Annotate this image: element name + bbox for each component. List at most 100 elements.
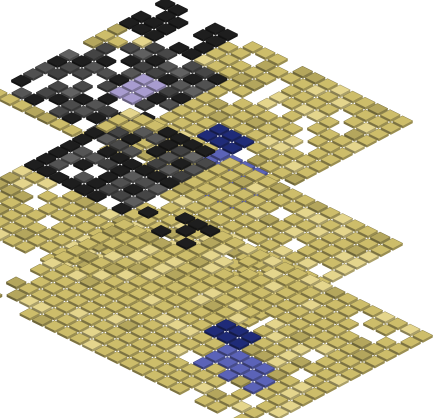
tile-gold-edge: [269, 153, 280, 161]
tile-gold-edge: [190, 299, 201, 307]
tile-gold-edge: [88, 256, 99, 264]
tile-gold-edge: [72, 208, 83, 216]
tile-gold-edge: [47, 117, 58, 125]
tile-gold-edge: [305, 77, 316, 85]
tile-gold-edge: [139, 306, 150, 314]
tile-gold-edge: [288, 286, 299, 294]
tile-navy-edge: [231, 134, 242, 143]
tile-gold-edge: [351, 342, 362, 350]
tile-gold-edge: [56, 306, 67, 315]
tile-gold-edge: [321, 237, 332, 245]
tile-black-edge: [143, 22, 154, 30]
tile-gold-edge: [210, 242, 221, 250]
tile-gold-edge: [237, 305, 248, 313]
tile-gold-edge: [264, 298, 275, 307]
tile-gray-edge: [95, 47, 106, 56]
tile-gold-edge: [358, 256, 369, 264]
tile-gold-edge: [31, 294, 42, 302]
tile-gold-edge: [200, 286, 211, 295]
tile-gold-edge: [319, 256, 330, 264]
tile-gold-edge: [114, 224, 125, 232]
tile-gold-edge: [180, 343, 191, 351]
tile-gold-edge: [41, 306, 52, 315]
tile-gold-edge: [294, 231, 305, 239]
tile-gold-edge: [422, 335, 433, 343]
tile-gold-edge: [219, 84, 230, 92]
tile-black-edge: [169, 47, 180, 55]
tile-gold-edge: [64, 268, 75, 277]
tile-gray-edge: [85, 104, 96, 112]
tile-gray-edge: [132, 176, 143, 184]
tile-gold-edge: [259, 153, 270, 161]
tile-gold-edge: [309, 256, 320, 264]
tile-gold-edge: [22, 183, 33, 191]
tile-gold-edge: [106, 125, 117, 134]
tile-gold-edge: [164, 249, 175, 257]
tile-gold-edge: [318, 231, 329, 239]
tile-gold-edge: [54, 269, 65, 277]
tile-gold-edge: [48, 208, 59, 216]
tile-gold-edge: [282, 172, 293, 180]
tile-gold: [0, 179, 9, 189]
tile-black-edge: [57, 60, 68, 69]
tile-gray-edge: [83, 176, 94, 184]
tile-black-edge: [34, 98, 45, 107]
tile-gold-edge: [124, 224, 135, 232]
tile-gray-edge: [106, 72, 117, 81]
tile-gold-edge: [336, 317, 347, 325]
tile-gold-edge: [168, 350, 179, 358]
tile-gold-edge: [288, 342, 299, 351]
tile-gold-edge: [270, 122, 281, 130]
tile-gold-edge: [302, 71, 313, 79]
tile-gray-edge: [95, 157, 106, 165]
tile-gray-edge: [156, 163, 167, 171]
tile-gold-edge: [376, 354, 387, 362]
tile-gold-edge: [289, 311, 300, 319]
tile-gold-edge: [143, 337, 154, 345]
tile-gold: [0, 88, 8, 97]
tile-gold-edge: [155, 343, 166, 352]
tile-gold-edge: [387, 323, 398, 331]
tile-gold-edge: [124, 214, 135, 222]
tile-gold-edge: [165, 343, 176, 352]
tile-black-edge: [215, 27, 226, 36]
tile-gold-edge: [264, 311, 275, 319]
tile-gold-edge: [91, 262, 102, 270]
tile-gold-edge: [282, 193, 293, 202]
tile-gold-edge: [274, 311, 285, 319]
tile-gold-edge: [225, 242, 236, 250]
tile-gold-edge: [62, 195, 73, 203]
tile-gold-edge: [211, 267, 222, 276]
tile-gold-edge: [154, 375, 165, 383]
tile-gold-edge: [276, 292, 287, 300]
tile-gold-edge: [376, 342, 387, 350]
tile-gold-edge: [264, 355, 275, 363]
tile-gold-edge: [332, 275, 343, 283]
tile-gold-edge: [78, 300, 89, 308]
tile-black-edge: [58, 98, 69, 106]
tile-gold-edge: [41, 294, 52, 302]
tile-gray-edge: [133, 201, 144, 209]
tile-gold-edge: [324, 336, 335, 344]
tile-gold-edge: [319, 243, 330, 252]
tile-gold-edge: [114, 281, 125, 289]
tile-gold-edge: [316, 386, 327, 394]
tile-gold-edge: [136, 142, 147, 150]
tile-gold-edge: [276, 305, 287, 313]
tile-gold-edge: [194, 128, 205, 137]
tile-gold-edge: [380, 114, 391, 123]
tile-gold-edge: [392, 243, 403, 251]
tile-gold-edge: [315, 90, 326, 98]
tile-gold-edge: [115, 249, 126, 257]
tile-gold-edge: [197, 213, 208, 221]
tile-gold-edge: [251, 349, 262, 357]
tile-gold-edge: [334, 269, 345, 277]
tile-gray-edge: [69, 66, 80, 75]
tile-gold-edge: [242, 103, 253, 111]
tile-black-edge: [122, 163, 133, 171]
tile-gold-edge: [410, 329, 421, 337]
tile-gold-edge: [0, 196, 9, 203]
tile-gold-edge: [254, 355, 265, 363]
tile-black-edge: [110, 170, 121, 178]
tile-black-edge: [145, 60, 156, 68]
